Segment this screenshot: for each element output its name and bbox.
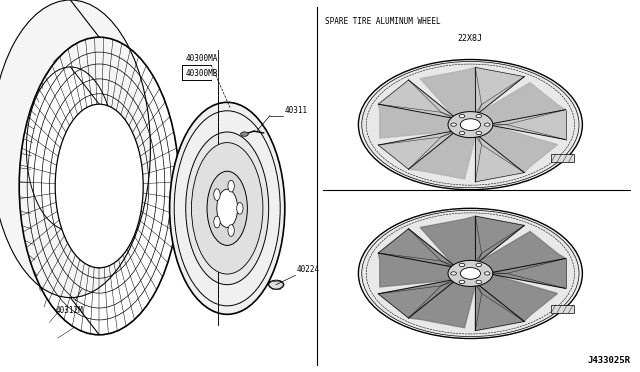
Ellipse shape: [228, 225, 234, 236]
Polygon shape: [477, 125, 557, 173]
Ellipse shape: [55, 104, 143, 268]
Ellipse shape: [237, 202, 243, 214]
Text: 40353: 40353: [557, 276, 580, 285]
Circle shape: [476, 280, 481, 283]
Circle shape: [358, 208, 582, 339]
Polygon shape: [477, 231, 566, 273]
Text: 40300MA: 40300MA: [367, 112, 399, 121]
Polygon shape: [378, 131, 455, 169]
Circle shape: [358, 60, 582, 190]
Text: SPARE TIRE ALUMINUM WHEEL: SPARE TIRE ALUMINUM WHEEL: [325, 17, 441, 26]
FancyBboxPatch shape: [551, 305, 573, 313]
Circle shape: [460, 263, 465, 267]
Polygon shape: [477, 83, 566, 124]
Polygon shape: [420, 67, 476, 117]
Circle shape: [460, 119, 481, 131]
Circle shape: [484, 272, 490, 275]
Ellipse shape: [26, 67, 115, 231]
Circle shape: [451, 123, 456, 126]
Polygon shape: [476, 67, 524, 114]
Polygon shape: [477, 274, 557, 321]
Circle shape: [362, 210, 579, 337]
Polygon shape: [476, 216, 524, 263]
Circle shape: [460, 115, 465, 118]
Polygon shape: [378, 80, 455, 118]
FancyBboxPatch shape: [551, 154, 573, 162]
Ellipse shape: [0, 0, 150, 298]
Ellipse shape: [228, 180, 234, 192]
Text: 40353: 40353: [557, 125, 580, 134]
Text: 40312M: 40312M: [56, 306, 84, 315]
Polygon shape: [408, 281, 476, 328]
Circle shape: [448, 260, 493, 286]
Text: J433025R: J433025R: [588, 356, 630, 365]
Text: 40224: 40224: [297, 265, 320, 274]
Circle shape: [476, 115, 482, 118]
Text: 40300MA: 40300MA: [186, 54, 218, 63]
Polygon shape: [490, 259, 566, 288]
Circle shape: [448, 112, 493, 138]
Text: 40311: 40311: [284, 106, 307, 115]
Circle shape: [460, 267, 481, 279]
Polygon shape: [378, 104, 454, 138]
Polygon shape: [476, 284, 524, 331]
Circle shape: [476, 131, 481, 135]
Ellipse shape: [214, 189, 220, 201]
Text: 22X8J: 22X8J: [458, 34, 483, 43]
Circle shape: [459, 131, 465, 135]
Ellipse shape: [207, 171, 247, 246]
Polygon shape: [378, 229, 455, 267]
Text: 40300MB: 40300MB: [186, 69, 218, 78]
Circle shape: [459, 280, 465, 283]
Polygon shape: [420, 216, 476, 266]
Ellipse shape: [186, 132, 269, 285]
Circle shape: [362, 61, 579, 188]
Polygon shape: [476, 135, 524, 182]
Polygon shape: [378, 280, 455, 318]
Text: 20X8J: 20X8J: [458, 185, 483, 193]
Polygon shape: [378, 253, 454, 287]
Ellipse shape: [170, 102, 285, 314]
Ellipse shape: [217, 189, 237, 227]
Polygon shape: [408, 132, 476, 179]
Ellipse shape: [241, 132, 248, 137]
Ellipse shape: [191, 142, 263, 274]
Circle shape: [451, 272, 456, 275]
Circle shape: [476, 263, 482, 267]
Ellipse shape: [214, 216, 220, 228]
Text: 40300MB: 40300MB: [367, 261, 399, 270]
Polygon shape: [490, 110, 566, 140]
Ellipse shape: [269, 280, 284, 289]
Circle shape: [484, 123, 490, 126]
